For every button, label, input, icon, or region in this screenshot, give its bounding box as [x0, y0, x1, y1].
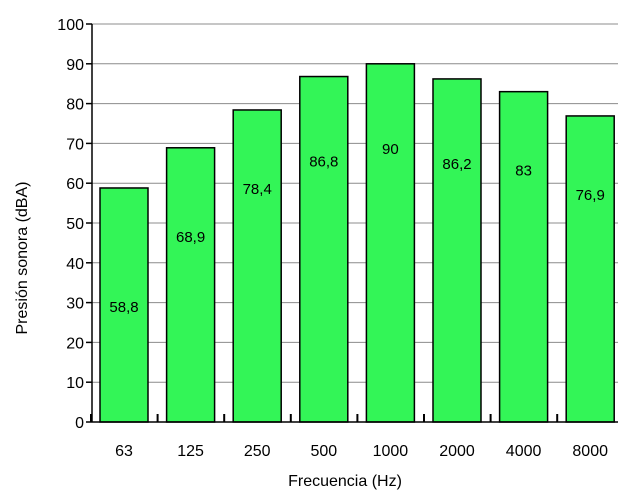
axes [86, 23, 618, 423]
y-tick-label: 20 [66, 335, 84, 352]
x-tick-label: 1000 [373, 443, 409, 460]
bar [99, 187, 149, 423]
x-tick-label: 2000 [439, 443, 475, 460]
y-tick-label: 70 [66, 136, 84, 153]
x-tick-label: 500 [310, 443, 337, 460]
y-tick-label: 40 [66, 256, 84, 273]
bar-value-label: 83 [515, 163, 532, 180]
bar [232, 109, 282, 423]
bar [165, 147, 216, 423]
y-tick-label: 60 [66, 176, 84, 193]
bar [365, 63, 416, 423]
x-tick-label: 125 [177, 443, 204, 460]
y-tick-label: 50 [66, 216, 84, 233]
x-tick-label: 250 [244, 443, 271, 460]
y-tick-label: 10 [66, 375, 84, 392]
bar-value-label: 90 [382, 141, 399, 158]
x-tick-label: 63 [115, 443, 133, 460]
y-axis-title: Presión sonora (dBA) [14, 182, 31, 335]
bar-value-label: 78,4 [243, 181, 272, 198]
x-tick-label: 8000 [572, 443, 608, 460]
y-tick-label: 0 [75, 415, 84, 432]
bar-value-label: 76,9 [576, 187, 605, 204]
bar-value-label: 86,8 [309, 154, 338, 171]
y-tick-label: 30 [66, 296, 84, 313]
bar-value-label: 68,9 [176, 229, 205, 246]
x-axis-title: Frecuencia (Hz) [288, 473, 402, 490]
y-tick-label: 100 [57, 17, 84, 34]
bar [498, 90, 549, 423]
bar [299, 75, 349, 423]
bar [432, 78, 482, 423]
bar [565, 115, 615, 423]
y-tick-label: 80 [66, 97, 84, 114]
bar-value-label: 58,8 [109, 299, 138, 316]
labels: 0 10 20 30 40 50 60 70 80 90 100 58,8 63 68,9 125 78,4 2… [57, 17, 608, 460]
x-tick-label: 4000 [506, 443, 542, 460]
bar-value-label: 86,2 [442, 156, 471, 173]
y-tick-label: 90 [66, 57, 84, 74]
